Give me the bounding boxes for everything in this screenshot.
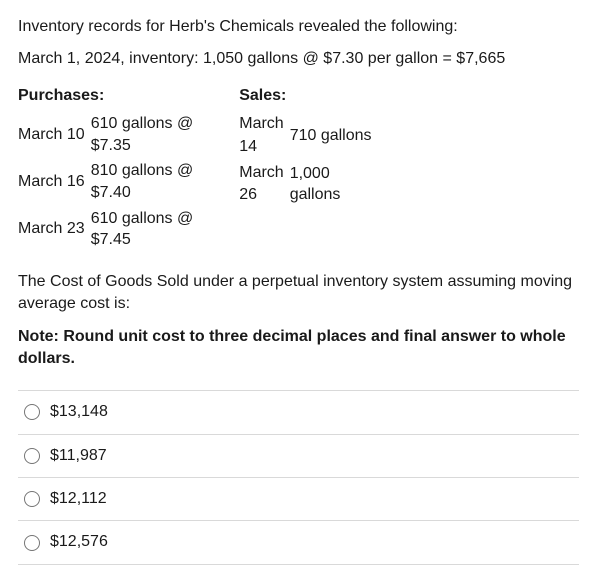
note-text: Note: Round unit cost to three decimal p… [18, 326, 579, 371]
purchase-qty-line: 610 gallons @ [91, 210, 194, 227]
option-label[interactable]: $12,576 [50, 531, 108, 553]
purchase-price-line: $7.45 [91, 231, 131, 248]
option-row[interactable]: $11,987 [18, 435, 579, 478]
purchase-price-line: $7.35 [91, 137, 131, 154]
sales-table: March 14 710 gallons March 26 1,000 gall… [239, 111, 377, 209]
sale-date-line: March [239, 115, 283, 132]
option-label[interactable]: $12,112 [50, 488, 107, 510]
sale-date-line: 14 [239, 138, 257, 155]
table-row: March 14 710 gallons [239, 111, 377, 160]
option-label[interactable]: $11,987 [50, 445, 107, 467]
option-radio[interactable] [24, 535, 40, 551]
purchases-table: March 10 610 gallons @ $7.35 March 16 81… [18, 111, 199, 253]
sale-date-line: March [239, 164, 283, 181]
purchases-heading: Purchases: [18, 85, 199, 107]
purchase-date: March 16 [18, 158, 91, 205]
purchase-qty-line: 810 gallons @ [91, 162, 194, 179]
purchase-desc: 610 gallons @ $7.45 [91, 206, 200, 253]
intro-text: Inventory records for Herb's Chemicals r… [18, 16, 579, 38]
purchases-column: Purchases: March 10 610 gallons @ $7.35 … [18, 85, 199, 253]
purchase-price-line: $7.40 [91, 184, 131, 201]
sale-date: March 14 [239, 111, 289, 160]
opening-inventory-line: March 1, 2024, inventory: 1,050 gallons … [18, 48, 579, 70]
option-row[interactable]: $12,112 [18, 478, 579, 521]
sale-qty-line: 710 gallons [290, 127, 372, 144]
table-row: March 16 810 gallons @ $7.40 [18, 158, 199, 205]
option-row[interactable]: $13,148 [18, 391, 579, 434]
sales-heading: Sales: [239, 85, 377, 107]
sale-date: March 26 [239, 160, 289, 209]
purchase-desc: 810 gallons @ $7.40 [91, 158, 200, 205]
option-radio[interactable] [24, 491, 40, 507]
sales-column: Sales: March 14 710 gallons March 26 1,0 [239, 85, 377, 253]
purchases-sales-row: Purchases: March 10 610 gallons @ $7.35 … [18, 85, 579, 253]
answer-options: $13,148 $11,987 $12,112 $12,576 [18, 390, 579, 565]
sale-qty-line: gallons [290, 186, 341, 203]
sale-qty-line: 1,000 [290, 165, 330, 182]
table-row: March 26 1,000 gallons [239, 160, 377, 209]
table-row: March 23 610 gallons @ $7.45 [18, 206, 199, 253]
sale-date-line: 26 [239, 186, 257, 203]
question-text: The Cost of Goods Sold under a perpetual… [18, 271, 579, 316]
purchase-qty-line: 610 gallons @ [91, 115, 194, 132]
purchase-desc: 610 gallons @ $7.35 [91, 111, 200, 158]
option-label[interactable]: $13,148 [50, 401, 108, 423]
purchase-date: March 23 [18, 206, 91, 253]
sale-qty: 710 gallons [290, 111, 378, 160]
sale-qty: 1,000 gallons [290, 160, 378, 209]
purchase-date: March 10 [18, 111, 91, 158]
option-radio[interactable] [24, 404, 40, 420]
option-radio[interactable] [24, 448, 40, 464]
table-row: March 10 610 gallons @ $7.35 [18, 111, 199, 158]
option-row[interactable]: $12,576 [18, 521, 579, 564]
